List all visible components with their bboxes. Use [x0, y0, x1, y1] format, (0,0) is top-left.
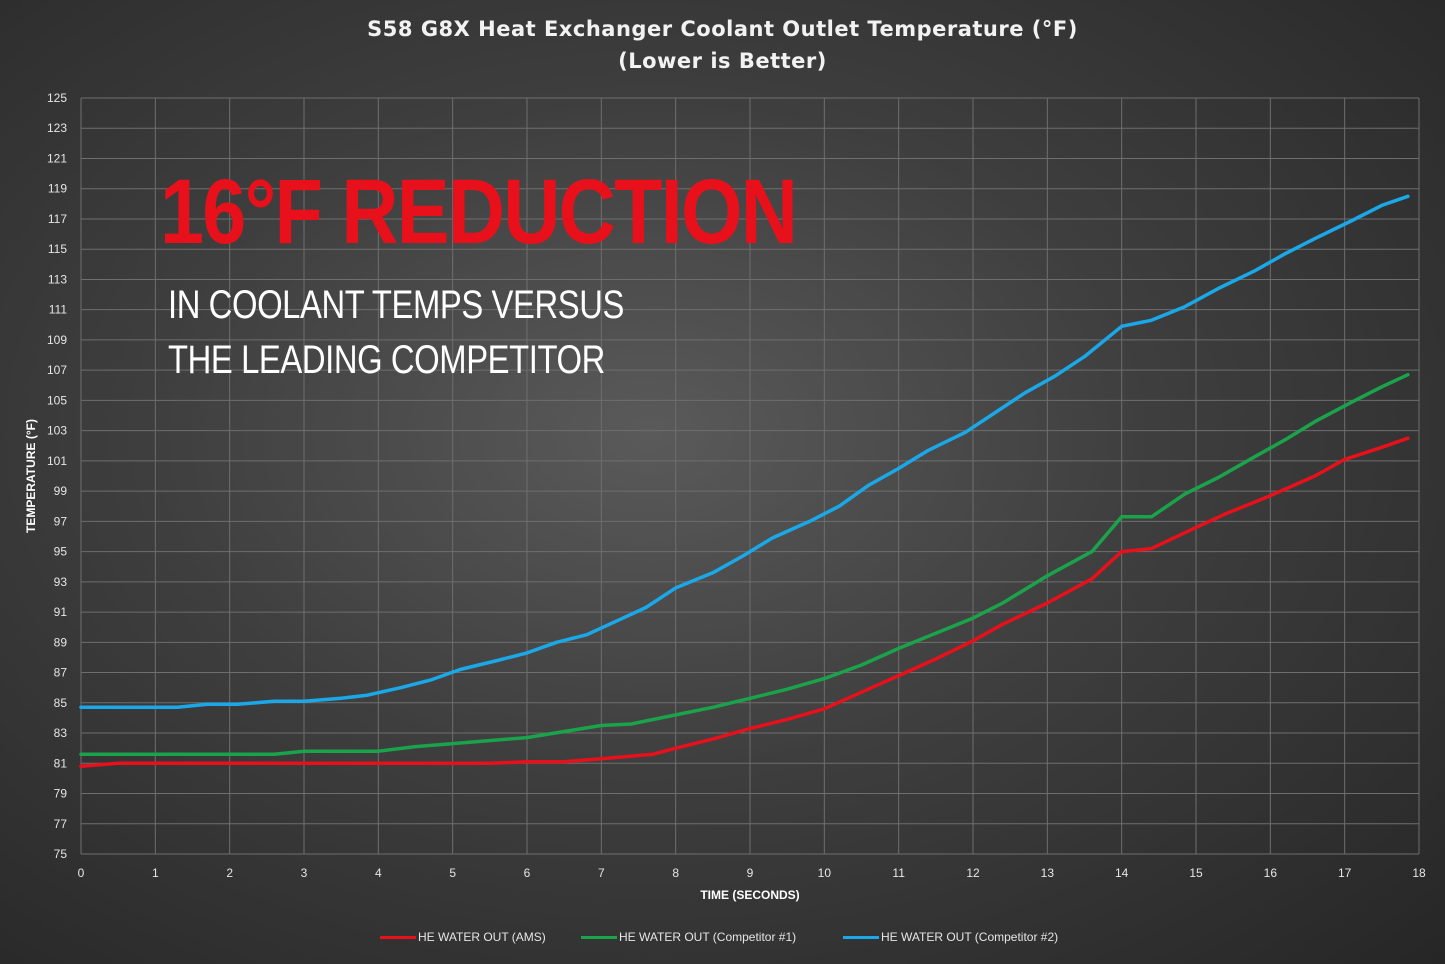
- y-tick-label: 99: [54, 484, 68, 498]
- legend-swatch-ams: [380, 935, 416, 939]
- y-tick-label: 111: [49, 303, 68, 317]
- legend-swatch-competitor-2: [843, 935, 879, 939]
- y-tick-label: 101: [47, 454, 67, 468]
- y-tick-label: 79: [54, 787, 68, 801]
- legend-item-competitor-1: HE WATER OUT (Competitor #1): [581, 930, 796, 944]
- y-tick-label: 107: [47, 363, 67, 377]
- x-tick-label: 1: [152, 866, 159, 880]
- y-tick-label: 75: [54, 847, 68, 861]
- y-tick-label: 115: [48, 242, 67, 256]
- y-tick-label: 93: [54, 575, 68, 589]
- y-tick-label: 121: [47, 151, 67, 165]
- annotation-line-2: THE LEADING COMPETITOR: [168, 338, 605, 382]
- legend-item-ams: HE WATER OUT (AMS): [380, 930, 546, 944]
- x-tick-label: 4: [375, 866, 382, 880]
- y-tick-label: 125: [47, 91, 67, 105]
- legend-item-competitor-2: HE WATER OUT (Competitor #2): [843, 930, 1058, 944]
- x-tick-label: 5: [449, 866, 456, 880]
- y-tick-label: 113: [48, 272, 67, 286]
- x-tick-label: 10: [818, 866, 832, 880]
- x-tick-label: 12: [966, 866, 980, 880]
- x-tick-label: 7: [598, 866, 605, 880]
- y-tick-label: 81: [54, 756, 68, 770]
- annotation-headline: 16°F REDUCTION: [160, 161, 798, 263]
- x-axis-title: TIME (SECONDS): [700, 888, 800, 902]
- y-tick-label: 83: [54, 726, 68, 740]
- series-line-0: [79, 436, 1410, 769]
- legend-label-competitor-1: HE WATER OUT (Competitor #1): [619, 930, 797, 944]
- y-tick-label: 77: [54, 817, 68, 831]
- y-tick-label: 89: [54, 635, 68, 649]
- y-tick-label: 85: [54, 696, 68, 710]
- y-tick-label: 119: [48, 182, 67, 196]
- legend-label-ams: HE WATER OUT (AMS): [418, 930, 546, 944]
- x-tick-label: 15: [1189, 866, 1203, 880]
- y-tick-label: 103: [47, 424, 67, 438]
- legend-label-competitor-2: HE WATER OUT (Competitor #2): [881, 930, 1059, 944]
- x-tick-label: 11: [892, 866, 905, 880]
- y-tick-label: 91: [54, 605, 68, 619]
- y-tick-label: 109: [47, 333, 67, 347]
- y-tick-label: 97: [54, 514, 68, 528]
- x-tick-label: 13: [1041, 866, 1055, 880]
- y-tick-label: 123: [47, 121, 67, 135]
- x-tick-label: 14: [1115, 866, 1129, 880]
- legend: HE WATER OUT (AMS) HE WATER OUT (Competi…: [0, 930, 1445, 950]
- x-tick-label: 8: [672, 866, 679, 880]
- x-tick-label: 18: [1412, 866, 1426, 880]
- series-line-2: [79, 194, 1410, 710]
- x-tick-label: 3: [301, 866, 308, 880]
- y-tick-label: 87: [54, 666, 68, 680]
- chart-title: S58 G8X Heat Exchanger Coolant Outlet Te…: [367, 17, 1078, 41]
- x-tick-label: 6: [524, 866, 531, 880]
- y-tick-label: 105: [47, 393, 67, 407]
- legend-swatch-competitor-1: [581, 935, 617, 939]
- chart-subtitle: (Lower is Better): [618, 49, 827, 73]
- y-tick-label: 117: [48, 212, 67, 226]
- x-tick-label: 9: [747, 866, 754, 880]
- x-tick-label: 17: [1338, 866, 1352, 880]
- x-tick-label: 16: [1264, 866, 1278, 880]
- y-axis-title: TEMPERATURE (°F): [24, 419, 38, 533]
- x-tick-label: 0: [78, 866, 85, 880]
- y-tick-label: 95: [54, 545, 68, 559]
- annotation-line-1: IN COOLANT TEMPS VERSUS: [168, 283, 624, 327]
- x-tick-label: 2: [226, 866, 233, 880]
- series-line-1: [79, 372, 1410, 756]
